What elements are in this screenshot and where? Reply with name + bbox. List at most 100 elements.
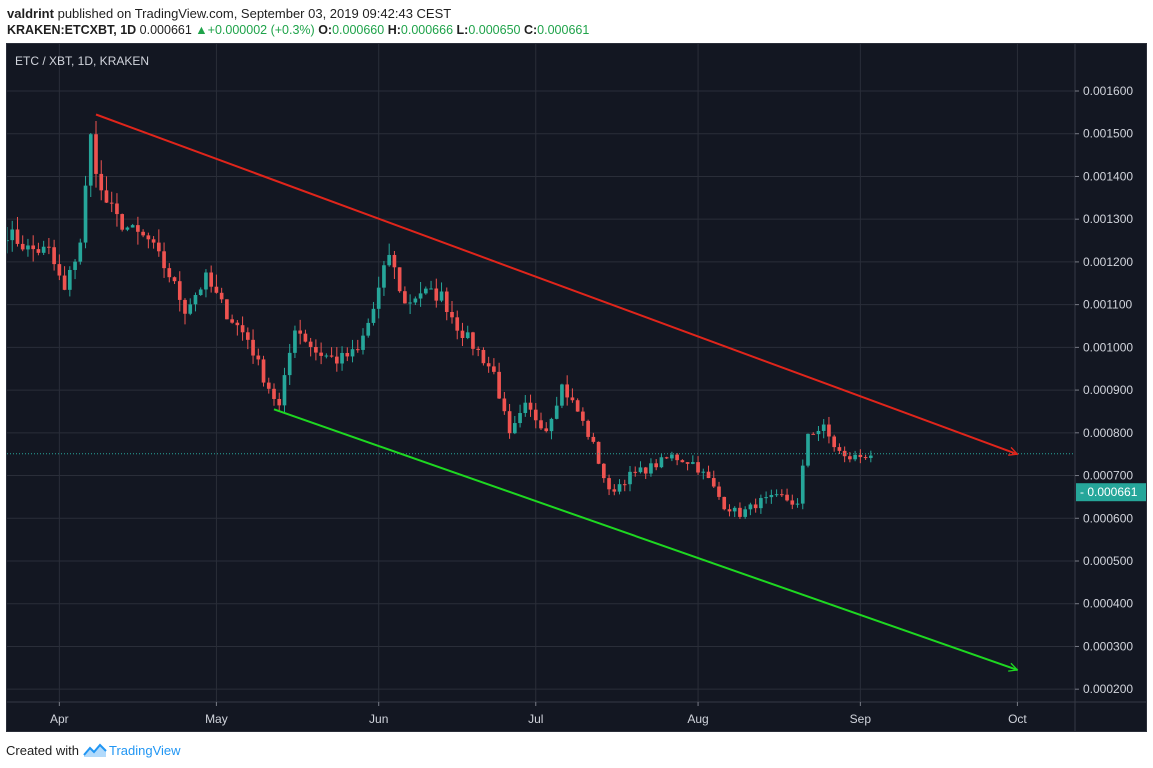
chart-frame[interactable]: 0.001600 0.001500 0.001400 0.001300 0.001200…: [6, 43, 1147, 732]
candle-body: [376, 287, 381, 309]
candle-body: [654, 463, 659, 468]
candle-body: [387, 254, 392, 266]
y-tick-label: 0.001100: [1083, 298, 1132, 312]
candle-body: [188, 304, 193, 314]
candle-body: [240, 325, 245, 333]
candle-body: [235, 322, 240, 326]
candle-body: [622, 484, 627, 486]
y-tick-label: 0.000200: [1083, 682, 1133, 696]
low-value: 0.000650: [468, 23, 521, 37]
candle-body: [408, 302, 412, 304]
candle-body: [586, 420, 590, 437]
y-tick-label: 0.001400: [1083, 169, 1133, 183]
tradingview-brand[interactable]: TradingView: [108, 742, 181, 758]
candle-body: [811, 433, 816, 435]
x-tick-label: Jun: [369, 712, 388, 726]
candle-body: [261, 359, 266, 383]
candle-body: [418, 293, 423, 299]
candle-body: [429, 288, 433, 290]
candle-body: [753, 504, 758, 509]
candle-body: [685, 462, 690, 464]
tradingview-logo-icon[interactable]: [83, 742, 107, 758]
axes: 0.001600 0.001500 0.001400 0.001300 0.001200…: [7, 44, 1146, 731]
candle-body: [612, 489, 617, 492]
price-chart[interactable]: 0.001600 0.001500 0.001400 0.001300 0.001200…: [7, 44, 1146, 731]
candle-body: [225, 299, 229, 320]
candle-body: [497, 371, 501, 399]
candle-body: [156, 242, 161, 252]
candle-body: [7, 240, 9, 242]
low-label: L:: [456, 23, 469, 37]
candle-body: [183, 299, 187, 314]
y-tick-label: 0.001600: [1083, 84, 1133, 98]
candle-body: [670, 454, 674, 459]
high-value: 0.000666: [400, 23, 454, 37]
candle-body: [732, 507, 737, 512]
candle-body: [198, 289, 203, 295]
candle-body: [109, 202, 114, 204]
candle-body: [848, 456, 852, 460]
candle-body: [214, 286, 219, 293]
candle-body: [628, 471, 632, 485]
candle-body: [319, 352, 323, 356]
candle-body: [717, 486, 721, 497]
candle-body: [455, 317, 460, 331]
candle-body: [821, 424, 826, 431]
candle-body: [298, 330, 303, 334]
candle-body: [439, 291, 444, 301]
candle-body: [219, 292, 224, 300]
resistance-trendline: [95, 113, 1017, 455]
candle-body: [334, 356, 339, 364]
candle-body: [465, 332, 470, 339]
candle-body: [15, 229, 20, 244]
candle-body: [523, 402, 528, 414]
symbol-label: KRAKEN:ETCXBT, 1D: [7, 23, 137, 37]
candle-body: [193, 294, 198, 305]
candle-body: [204, 272, 208, 290]
last-price-badge: [1076, 483, 1146, 502]
labels: ETC / XBT, 1D, KRAKEN - 0.000661: [15, 54, 1146, 502]
candle-body: [570, 397, 575, 401]
candle-body: [800, 465, 805, 504]
candle-body: [659, 457, 664, 468]
candle-body: [444, 291, 449, 312]
y-tick-label: 0.000400: [1083, 597, 1133, 611]
candle-body: [413, 298, 418, 303]
candle-body: [476, 348, 481, 350]
x-tick-label: Jul: [528, 712, 543, 726]
support-trendline: [273, 408, 1017, 670]
price-axis-area: [1075, 44, 1146, 731]
candle-body: [130, 225, 135, 228]
candle-body: [36, 249, 41, 253]
candle-body: [423, 288, 428, 294]
candle-body: [350, 349, 355, 357]
candle-body: [502, 398, 507, 412]
x-tick-label: Sep: [850, 712, 872, 726]
publish-info: valdrint published on TradingView.com, S…: [7, 6, 451, 21]
candle-body: [397, 267, 402, 292]
candle-body: [340, 352, 344, 364]
x-tick-label: Aug: [687, 712, 708, 726]
candle-body: [94, 134, 98, 174]
candle-body: [434, 288, 439, 301]
candle-body: [41, 246, 46, 253]
candle-body: [607, 478, 611, 490]
candle-body: [795, 503, 800, 505]
candle-body: [99, 173, 104, 191]
published-text: published on TradingView.com, September …: [57, 6, 452, 21]
candle-body: [345, 352, 350, 357]
candle-body: [52, 247, 56, 265]
candle-body: [62, 275, 67, 290]
candle-body: [104, 190, 109, 203]
author-name[interactable]: valdrint: [7, 6, 54, 21]
candle-body: [544, 428, 549, 432]
candle-body: [329, 355, 334, 357]
candle-body: [575, 400, 580, 412]
candle-body: [88, 134, 93, 186]
candle-body: [287, 352, 292, 376]
y-tick-label: 0.001300: [1083, 212, 1133, 226]
trendlines[interactable]: [7, 113, 1075, 670]
candle-body: [361, 335, 365, 350]
last-price-label: - 0.000661: [1080, 485, 1138, 499]
candle-body: [638, 467, 643, 473]
